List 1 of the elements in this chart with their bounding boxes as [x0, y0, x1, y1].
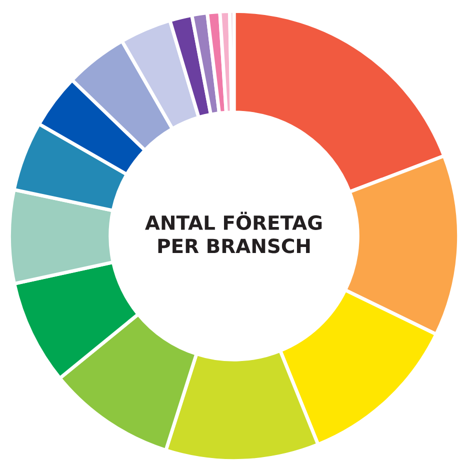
text: ANTAL FÖRETAG PER BRANSCH	[145, 212, 322, 254]
